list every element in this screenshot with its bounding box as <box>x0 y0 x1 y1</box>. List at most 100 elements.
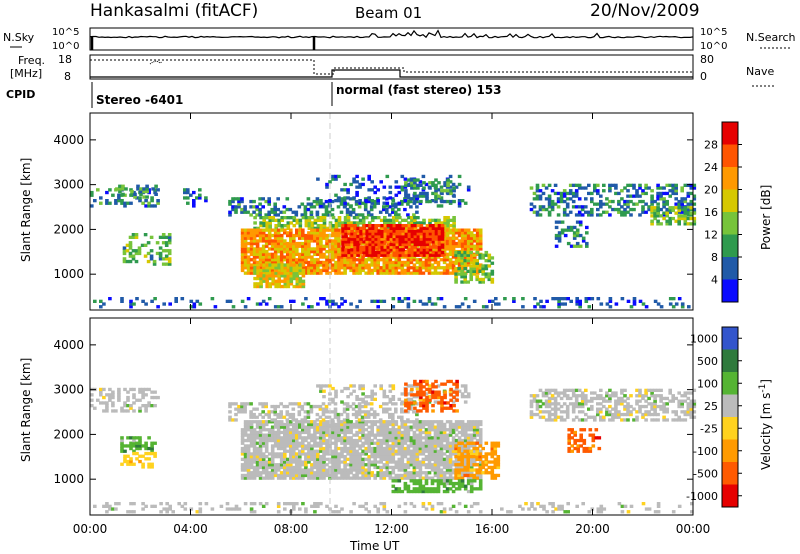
heatmap-cell <box>334 231 338 235</box>
heatmap-cell <box>460 261 464 265</box>
heatmap-cell <box>445 247 450 251</box>
heatmap-cell <box>270 446 275 451</box>
heatmap-cell <box>286 260 290 265</box>
heatmap-cell <box>478 269 482 273</box>
heatmap-cell <box>243 463 248 467</box>
heatmap-cell <box>307 441 311 445</box>
heatmap-cell <box>228 507 233 511</box>
heatmap-cell <box>262 266 266 270</box>
heatmap-cell <box>373 476 377 480</box>
heatmap-cell <box>403 260 408 265</box>
colorbar-tick-label: 24 <box>704 161 718 174</box>
heatmap-cell <box>279 455 284 459</box>
heatmap-cell <box>331 268 335 273</box>
heatmap-cell <box>665 202 669 206</box>
heatmap-cell <box>382 268 387 273</box>
heatmap-cell <box>276 463 281 467</box>
heatmap-cell <box>448 250 453 254</box>
heatmap-cell <box>382 502 387 506</box>
heatmap-cell <box>347 240 351 244</box>
heatmap-cell <box>262 263 266 267</box>
heatmap-cell <box>283 473 287 478</box>
heatmap-cell <box>382 455 387 459</box>
heatmap-cell <box>364 263 368 267</box>
heatmap-cell <box>307 236 311 240</box>
heatmap-cell <box>355 425 359 429</box>
heatmap-cell <box>352 502 356 506</box>
heatmap-cell <box>397 207 401 212</box>
heatmap-cell <box>352 441 356 445</box>
heatmap-cell <box>322 455 326 459</box>
heatmap-cell <box>307 430 311 435</box>
heatmap-cell <box>366 199 371 204</box>
heatmap-cell <box>295 430 299 435</box>
heatmap-cell <box>425 229 430 233</box>
heatmap-cell <box>415 436 420 440</box>
heatmap-cell <box>370 271 374 275</box>
heatmap-cell <box>261 197 265 201</box>
heatmap-cell <box>451 236 456 240</box>
heatmap-cell <box>325 444 329 448</box>
heatmap-cell <box>316 476 320 480</box>
heatmap-cell <box>344 248 348 252</box>
heatmap-cell <box>424 255 429 259</box>
heatmap-cell <box>635 202 639 206</box>
heatmap-cell <box>243 457 248 461</box>
heatmap-cell <box>385 207 389 212</box>
heatmap-cell <box>367 460 371 464</box>
heatmap-cell <box>404 240 409 244</box>
heatmap-cell <box>475 438 480 443</box>
heatmap-cell <box>388 255 393 259</box>
heatmap-cell <box>267 231 272 235</box>
heatmap-cell <box>152 259 157 264</box>
heatmap-cell <box>295 241 299 246</box>
heatmap-cell <box>324 210 329 214</box>
heatmap-cell <box>416 178 420 182</box>
heatmap-cell <box>298 433 302 437</box>
heatmap-cell <box>246 444 251 448</box>
heatmap-cell <box>457 430 462 435</box>
heatmap-cell <box>141 502 145 506</box>
heatmap-cell <box>295 247 299 251</box>
heatmap-cell <box>343 255 347 259</box>
heatmap-cell <box>117 393 121 397</box>
heatmap-cell <box>361 463 365 467</box>
heatmap-cell <box>301 471 305 475</box>
heatmap-cell <box>388 428 393 432</box>
heatmap-cell <box>409 271 414 275</box>
heatmap-cell <box>442 428 447 432</box>
heatmap-cell <box>466 228 471 232</box>
heatmap-cell <box>412 420 417 424</box>
heatmap-cell <box>331 422 335 427</box>
heatmap-cell <box>158 257 163 261</box>
heatmap-cell <box>346 449 350 453</box>
heatmap-cell <box>395 232 400 236</box>
heatmap-cell <box>596 189 600 193</box>
heatmap-cell <box>436 473 441 478</box>
heatmap-cell <box>303 207 308 212</box>
heatmap-cell <box>225 299 230 303</box>
heatmap-cell <box>449 191 453 196</box>
heatmap-cell <box>440 224 445 228</box>
heatmap-cell <box>400 271 405 275</box>
heatmap-cell <box>325 420 329 424</box>
heatmap-cell <box>481 280 485 284</box>
heatmap-cell <box>556 213 561 217</box>
heatmap-cell <box>343 444 347 448</box>
heatmap-cell <box>264 463 269 467</box>
heatmap-cell <box>418 460 423 464</box>
heatmap-cell <box>451 436 456 440</box>
heatmap-cell <box>256 282 260 286</box>
heatmap-cell <box>463 255 468 259</box>
heatmap-cell <box>246 297 251 301</box>
heatmap-cell <box>283 244 287 248</box>
heatmap-cell <box>484 275 489 279</box>
heatmap-cell <box>343 457 347 461</box>
heatmap-cell <box>319 226 324 230</box>
heatmap-cell <box>469 433 474 437</box>
heatmap-cell <box>313 449 317 453</box>
heatmap-cell <box>322 452 326 456</box>
heatmap-cell <box>358 455 362 459</box>
heatmap-cell <box>466 438 471 443</box>
heatmap-cell <box>337 455 341 459</box>
